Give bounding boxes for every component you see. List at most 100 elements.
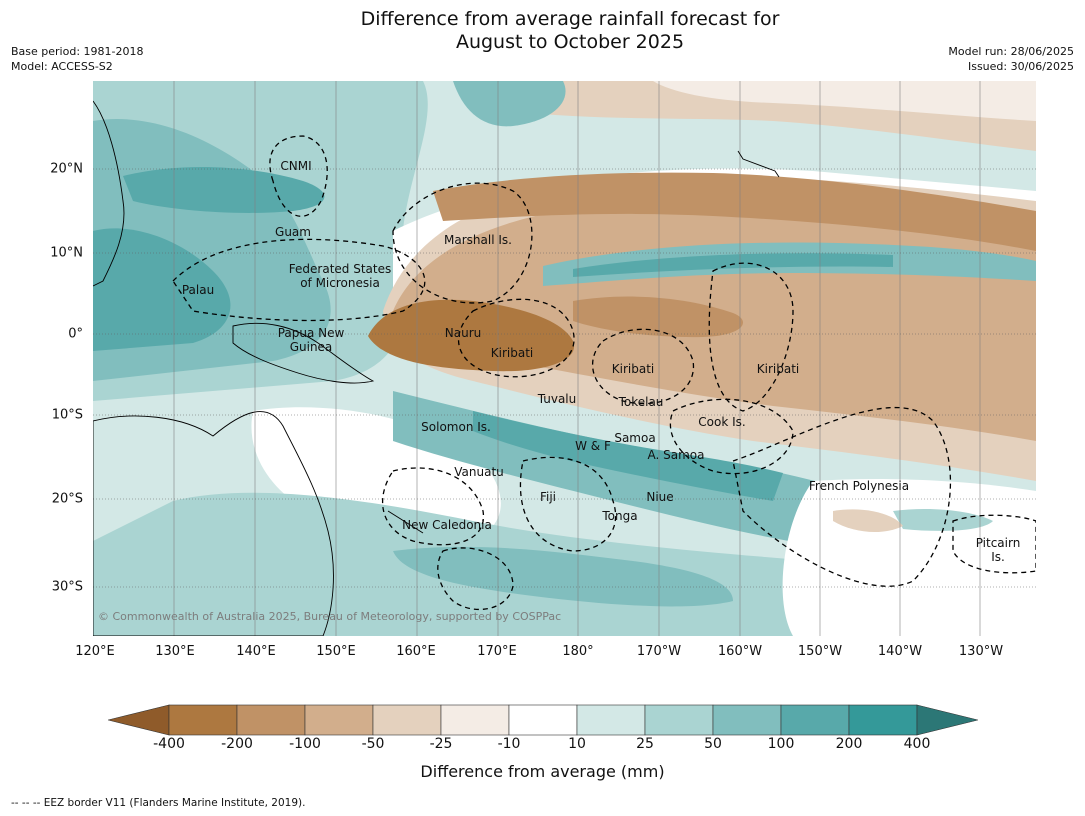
- australia-coast: [93, 411, 334, 636]
- eez-tonga-fiji: [519, 456, 617, 552]
- eez-borders: [172, 135, 1036, 611]
- label-new-caledonia: New Caledonia: [402, 518, 492, 532]
- base-period: Base period: 1981-2018: [11, 45, 144, 58]
- colorbar-segment: [576, 704, 646, 736]
- colorbar-extend-high: [916, 704, 978, 736]
- lon-label-170e: 170°E: [477, 644, 517, 659]
- lat-label-0: 0°: [68, 326, 83, 342]
- eez-kiribati-w: [458, 298, 575, 378]
- lon-label-130e: 130°E: [155, 644, 195, 659]
- colorbar-tick: -200: [221, 736, 253, 752]
- eez-pitcairn: [952, 514, 1036, 574]
- label-palau: Palau: [181, 283, 215, 297]
- colorbar-segment: [168, 704, 238, 736]
- eez-french-polynesia: [732, 406, 951, 587]
- lon-label-170w: 170°W: [636, 644, 682, 659]
- label-png: Papua New Guinea: [277, 326, 345, 354]
- label-tuvalu: Tuvalu: [537, 392, 577, 406]
- colorbar-tick: 10: [568, 736, 586, 752]
- brown-core-east: [573, 296, 743, 338]
- label-niue: Niue: [646, 490, 674, 504]
- teal-west-core: [93, 228, 231, 351]
- lat-label-10s: 10°S: [51, 407, 83, 423]
- colorbar-segment: [508, 704, 578, 736]
- lon-label-130w: 130°W: [958, 644, 1004, 659]
- eez-marshall: [392, 182, 533, 304]
- label-cook-is: Cook Is.: [698, 415, 746, 429]
- label-kiribati-central: Kiribati: [611, 362, 655, 376]
- colorbar-tick: -10: [497, 736, 521, 752]
- spcz-teal-core: [473, 411, 783, 501]
- lon-label-180: 180°: [562, 644, 594, 659]
- eez-kiribati-e: [708, 262, 794, 412]
- lon-label-160w: 160°W: [717, 644, 763, 659]
- meta-right: Model run: 28/06/2025 Issued: 30/06/2025: [948, 44, 1074, 74]
- colorbar-segment: [712, 704, 782, 736]
- label-pitcairn-is: Pitcairn Is.: [975, 536, 1021, 564]
- colorbar-extend-low: [108, 704, 170, 736]
- lat-label-20s: 20°S: [51, 491, 83, 507]
- label-fiji: Fiji: [539, 490, 557, 504]
- issued-date: Issued: 30/06/2025: [967, 60, 1074, 73]
- colorbar-segment: [440, 704, 510, 736]
- label-kiribati-west: Kiribati: [490, 346, 534, 360]
- colorbar-tick: -100: [289, 736, 321, 752]
- colorbar: [108, 704, 978, 736]
- philippines-coast: [93, 100, 125, 287]
- north-teal-patch: [453, 81, 566, 127]
- lon-label-150e: 150°E: [316, 644, 356, 659]
- lat-label-20n: 20°N: [50, 161, 83, 177]
- model-run: Model run: 28/06/2025: [948, 45, 1074, 58]
- teal-band-north: [123, 166, 325, 213]
- colorbar-tick: 100: [767, 736, 795, 752]
- copyright-notice: © Commonwealth of Australia 2025, Bureau…: [98, 610, 562, 623]
- lon-label-120e: 120°E: [75, 644, 115, 659]
- eez-cnmi: [269, 135, 328, 217]
- se-pale-brown: [833, 509, 903, 533]
- south-teal-mid: [393, 546, 733, 607]
- se-teal-patch: [893, 509, 993, 531]
- north-pale: [653, 81, 1036, 121]
- teal-streak-core: [573, 253, 893, 277]
- colorbar-tick: -50: [361, 736, 385, 752]
- colorbar-segment: [644, 704, 714, 736]
- new-caledonia-coast: [387, 510, 424, 534]
- lon-label-160e: 160°E: [396, 644, 436, 659]
- label-cnmi: CNMI: [280, 159, 312, 173]
- label-wallis-futuna: W & F: [575, 439, 611, 453]
- label-marshall-is: Marshall Is.: [444, 233, 512, 247]
- lat-label-10n: 10°N: [50, 245, 83, 261]
- colorbar-segment: [236, 704, 306, 736]
- eez-new-caledonia: [382, 467, 485, 546]
- hawaii-coast: [737, 150, 780, 178]
- colorbar-tick: 25: [636, 736, 654, 752]
- lon-label-150w: 150°W: [797, 644, 843, 659]
- eez-kiribati-c: [592, 328, 695, 405]
- colorbar-segment: [780, 704, 850, 736]
- colorbar-title: Difference from average (mm): [420, 762, 665, 781]
- grid-lat-lines: [93, 168, 1036, 588]
- eez-cook: [669, 398, 794, 475]
- label-tokelau: Tokelau: [618, 395, 664, 409]
- colorbar-tick: -25: [429, 736, 453, 752]
- colorbar-segment: [848, 704, 918, 736]
- colorbar-tick: -400: [153, 736, 185, 752]
- rainfall-map: [93, 81, 1036, 636]
- colorbar-segment: [304, 704, 374, 736]
- colorbar-tick: 400: [903, 736, 931, 752]
- title-line-2: August to October 2025: [455, 31, 685, 53]
- lon-label-140w: 140°W: [877, 644, 923, 659]
- colorbar-tick: 200: [835, 736, 863, 752]
- title-line-1: Difference from average rainfall forecas…: [360, 8, 780, 30]
- coastlines: [93, 100, 780, 636]
- colorbar-tick: 50: [704, 736, 722, 752]
- label-guam: Guam: [275, 225, 311, 239]
- meta-left: Base period: 1981-2018 Model: ACCESS-S2: [11, 44, 143, 74]
- lon-label-140e: 140°E: [236, 644, 276, 659]
- label-french-polynesia: French Polynesia: [808, 479, 910, 493]
- brown-north-band: [433, 172, 1036, 251]
- map-title: Difference from average rainfall forecas…: [0, 8, 1085, 54]
- eez-legend-note: -- -- -- EEZ border V11 (Flanders Marine…: [11, 797, 306, 809]
- grid-lines: [173, 81, 981, 636]
- label-samoa: Samoa: [614, 431, 656, 445]
